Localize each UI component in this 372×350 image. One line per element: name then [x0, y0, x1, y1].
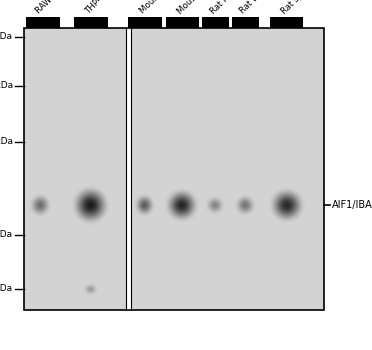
- Bar: [202, 18, 229, 28]
- Bar: [24, 28, 324, 310]
- Text: Rat spleen: Rat spleen: [280, 0, 319, 16]
- Bar: [24, 28, 324, 310]
- Text: AIF1/IBA1: AIF1/IBA1: [332, 200, 372, 210]
- Text: RAW 264.7: RAW 264.7: [34, 0, 73, 16]
- Text: 25kDa: 25kDa: [0, 137, 13, 146]
- Bar: [74, 18, 108, 28]
- Text: 15kDa: 15kDa: [0, 230, 13, 239]
- Bar: [166, 18, 199, 28]
- Text: Rat testis: Rat testis: [238, 0, 273, 16]
- Bar: [232, 18, 259, 28]
- Text: THP-1: THP-1: [84, 0, 108, 16]
- Text: 45kDa: 45kDa: [0, 32, 13, 41]
- Text: 35kDa: 35kDa: [0, 81, 13, 90]
- Bar: [126, 28, 131, 310]
- Text: 10kDa: 10kDa: [0, 284, 13, 293]
- Text: Rat lung: Rat lung: [208, 0, 240, 16]
- Text: Mouse testis: Mouse testis: [138, 0, 183, 16]
- Text: Mouse spleen: Mouse spleen: [175, 0, 224, 16]
- Bar: [128, 18, 162, 28]
- Bar: [270, 18, 303, 28]
- Bar: [26, 18, 60, 28]
